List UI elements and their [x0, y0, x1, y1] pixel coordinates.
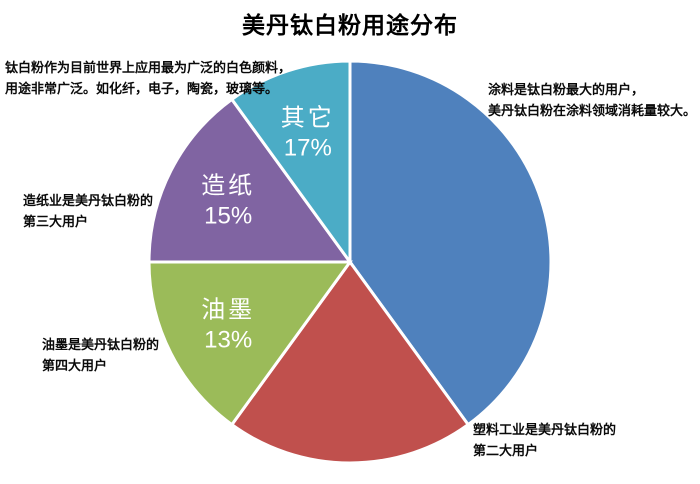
- annotation-coatings-line1: 涂料是钛白粉最大的用户，: [488, 82, 645, 97]
- pie-slice-塑料[interactable]: [229, 259, 471, 465]
- annotation-ink-line2: 第四大用户: [42, 358, 108, 373]
- annotation-plastics-line2: 第二大用户: [473, 443, 539, 458]
- annotation-coatings: 涂料是钛白粉最大的用户， 美丹钛白粉在涂料领域消耗量较大。: [488, 79, 696, 121]
- annotation-plastics-line1: 塑料工业是美丹钛白粉的: [473, 422, 617, 437]
- pie-slice-油墨[interactable]: [147, 260, 353, 427]
- annotation-ink: 油墨是美丹钛白粉的 第四大用户: [42, 334, 159, 376]
- slice-percent-label-其它: 17%: [284, 135, 332, 162]
- chart-title: 美丹钛白粉用途分布: [242, 13, 458, 38]
- slice-percent-label-造纸: 15%: [204, 202, 252, 229]
- pie-slice-涂料[interactable]: [348, 59, 553, 427]
- annotation-paper: 造纸业是美丹钛白粉的 第三大用户: [23, 190, 153, 232]
- slice-percent-label-油墨: 13%: [204, 327, 252, 354]
- slice-name-label-造纸: 造纸: [201, 172, 255, 199]
- slice-name-label-油墨: 油墨: [201, 297, 255, 324]
- annotation-intro-line2: 用途非常广泛。如化纤，电子，陶瓷，玻璃等。: [5, 81, 279, 96]
- annotation-plastics: 塑料工业是美丹钛白粉的 第二大用户: [473, 419, 616, 461]
- pie-slice-其它[interactable]: [229, 59, 352, 267]
- annotation-paper-line2: 第三大用户: [23, 214, 89, 229]
- pie-slice-造纸[interactable]: [147, 97, 353, 264]
- slice-name-label-其它: 其它: [281, 105, 335, 132]
- annotation-ink-line1: 油墨是美丹钛白粉的: [42, 337, 160, 352]
- annotation-coatings-line2: 美丹钛白粉在涂料领域消耗量较大。: [488, 103, 697, 118]
- annotation-paper-line1: 造纸业是美丹钛白粉的: [23, 193, 154, 208]
- annotation-intro-line1: 钛白粉作为目前世界上应用最为广泛的白色颜料，: [5, 60, 292, 75]
- annotation-intro: 钛白粉作为目前世界上应用最为广泛的白色颜料， 用途非常广泛。如化纤，电子，陶瓷，…: [5, 57, 291, 99]
